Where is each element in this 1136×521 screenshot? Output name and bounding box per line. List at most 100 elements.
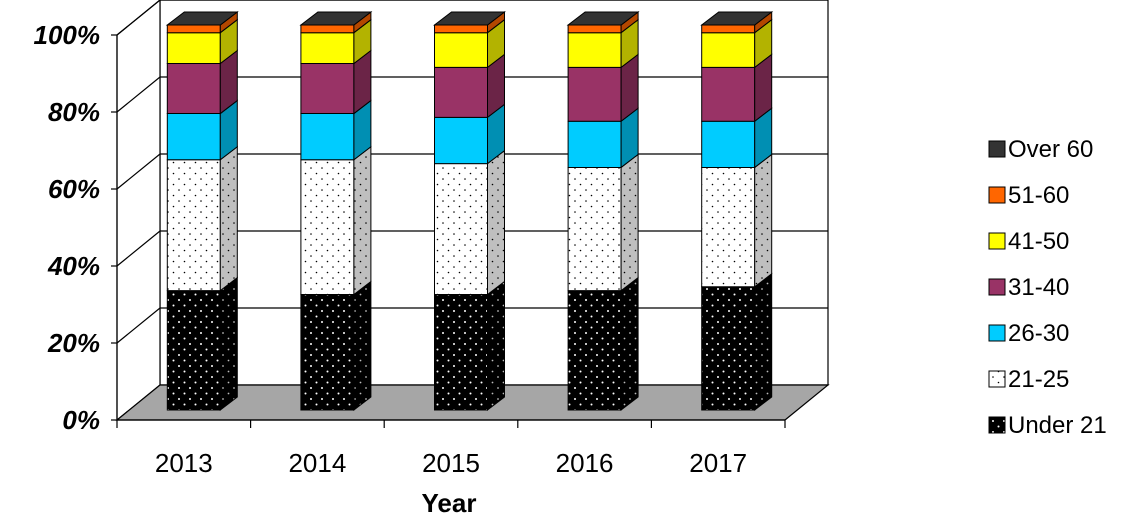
legend-label: 41-50: [1008, 228, 1069, 255]
bar-front: [166, 32, 221, 64]
bar-side: [620, 153, 639, 292]
bar-segment-2017-26-30: [701, 107, 773, 169]
bar-front: [166, 290, 221, 411]
bar-front: [434, 66, 488, 118]
bar-segment-2015-under-21: [434, 280, 505, 412]
bar-segment-2016-31-40: [567, 53, 639, 123]
gridline: [116, 0, 828, 36]
bar-front: [701, 24, 756, 34]
x-tick-label: 2015: [422, 448, 480, 478]
bar-segment-2014-41-50: [300, 18, 372, 65]
y-tick-label: 100%: [34, 20, 101, 50]
bar-cap: [433, 11, 506, 26]
bar-cap: [299, 11, 373, 26]
bar-side: [754, 153, 773, 288]
bar-segment-2016-21-25: [567, 153, 639, 292]
bar-front: [300, 32, 355, 64]
bar-segment-2013-under-21: [166, 276, 238, 412]
legend-label: 51-60: [1008, 182, 1069, 209]
bar-front: [434, 24, 488, 34]
bar-cap: [700, 11, 774, 26]
legend-item: Under 21: [988, 412, 1107, 439]
bar-segment-2017-31-40: [701, 53, 773, 123]
axes: [111, 34, 786, 428]
bar-segment-2014-under-21: [300, 280, 372, 412]
bar-front: [567, 166, 622, 292]
y-tick-label: 60%: [48, 174, 100, 204]
x-tick-label: 2013: [155, 448, 213, 478]
legend-swatch: [988, 416, 1006, 434]
bar-cap: [566, 11, 640, 26]
bar-front: [300, 63, 355, 115]
bar-front: [701, 166, 756, 288]
y-tick-label: 0%: [62, 405, 100, 435]
bar-front: [166, 24, 221, 34]
bar-segment-2017-21-25: [701, 153, 773, 288]
legend-swatch: [988, 370, 1006, 388]
legend-label: 26-30: [1008, 320, 1069, 347]
legend: Over 60 51-60 41-50 31-40 26-30 21-25 Under 21: [988, 136, 1107, 439]
x-tick-labels: 2013 2014 2015 2016 2017: [155, 448, 747, 478]
bar-segment-2016-51-60: [567, 10, 639, 34]
bar-segment-2017-51-60: [701, 10, 773, 34]
y-tick-label: 20%: [47, 328, 100, 358]
bar-segment-2016-under-21: [567, 276, 639, 412]
bar-front: [434, 116, 488, 165]
bar-top-2016: [566, 11, 640, 26]
legend-label: 31-40: [1008, 274, 1069, 301]
bar-front: [567, 32, 622, 68]
bar-front: [166, 113, 221, 161]
x-tick-label: 2014: [288, 448, 346, 478]
bar-segment-2013-26-30: [166, 99, 238, 161]
legend-item: 31-40: [988, 274, 1069, 301]
y-tick-label: 80%: [48, 97, 100, 127]
bar-side: [219, 276, 238, 412]
bar-front: [701, 120, 756, 168]
bar-front: [300, 159, 355, 295]
bar-front: [166, 63, 221, 115]
bar-segment-2014-26-30: [300, 99, 372, 161]
legend-label: 21-25: [1008, 366, 1069, 393]
bar-segment-2015-41-50: [434, 18, 505, 69]
bars: [165, 10, 774, 412]
bar-side: [487, 280, 505, 412]
legend-swatch: [988, 232, 1006, 250]
bar-front: [434, 294, 488, 411]
bar-top-2013: [165, 11, 239, 26]
bar-front: [701, 286, 756, 411]
bar-front: [701, 66, 756, 122]
x-tick-label: 2017: [689, 448, 747, 478]
bar-side: [353, 145, 372, 296]
legend-label: Under 21: [1008, 412, 1107, 439]
legend-label: Over 60: [1008, 136, 1093, 163]
legend-swatch: [988, 186, 1006, 204]
bar-side: [487, 149, 505, 296]
bar-front: [434, 32, 488, 68]
x-axis-label: Year: [422, 488, 477, 518]
legend-swatch: [988, 324, 1006, 342]
bar-front: [300, 294, 355, 411]
bar-segment-2013-41-50: [166, 18, 238, 65]
bar-top-2017: [700, 11, 774, 26]
bar-front: [567, 24, 622, 34]
bar-segment-2016-41-50: [567, 18, 639, 69]
bar-side: [219, 145, 238, 292]
bar-top-2014: [299, 11, 373, 26]
y-tick-label: 40%: [47, 251, 100, 281]
bar-side: [620, 276, 639, 412]
bar-front: [300, 24, 355, 34]
bar-segment-2014-21-25: [300, 145, 372, 296]
bar-segment-2015-26-30: [434, 103, 505, 165]
side-wall: [116, 0, 161, 422]
bar-front: [434, 163, 488, 295]
bar-top-2015: [433, 11, 506, 26]
bar-front: [166, 159, 221, 292]
bar-segment-2013-21-25: [166, 145, 238, 292]
bar-segment-2017-under-21: [701, 272, 773, 412]
bar-side: [353, 280, 372, 412]
legend-swatch: [988, 140, 1006, 158]
bar-front: [567, 66, 622, 122]
bar-side: [754, 272, 773, 412]
y-tick-labels: 0% 20% 40% 60% 80% 100%: [34, 20, 101, 435]
